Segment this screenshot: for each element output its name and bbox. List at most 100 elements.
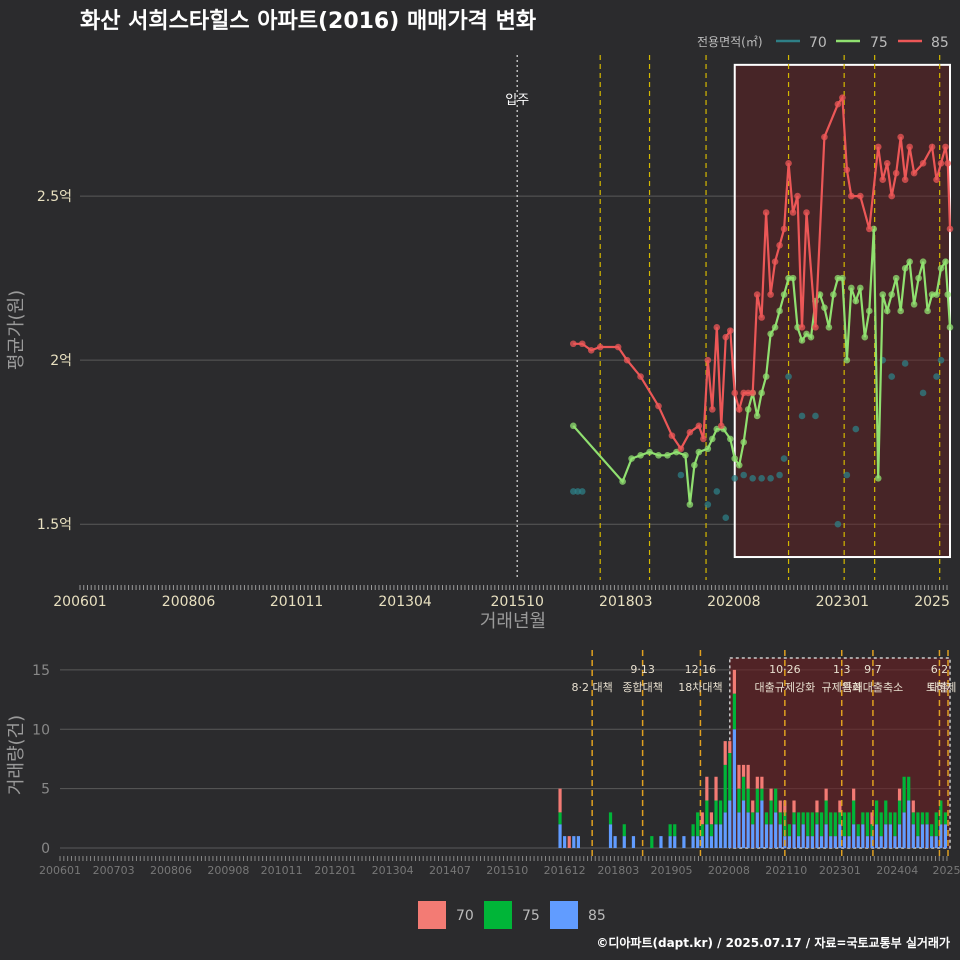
bar-75 — [815, 812, 819, 825]
bar-75 — [943, 812, 948, 825]
bar-75 — [778, 812, 782, 825]
data-point-75 — [879, 291, 887, 298]
data-point-75 — [637, 452, 644, 459]
policy-date: 6·2 — [931, 663, 949, 676]
bar-70 — [567, 836, 571, 848]
data-point-75 — [753, 412, 761, 420]
bar-85 — [893, 836, 897, 848]
data-point-70 — [937, 356, 945, 364]
data-point-85 — [888, 192, 896, 200]
data-point-75 — [655, 452, 662, 459]
bar-70 — [897, 788, 902, 801]
bar-70 — [769, 788, 773, 801]
top-y-axis-label: 평균가(원) — [6, 290, 27, 370]
data-point-70 — [843, 471, 851, 479]
x-tick-label: 200806 — [162, 594, 216, 610]
bar-85 — [930, 836, 934, 848]
bar-75 — [925, 812, 929, 825]
data-point-70 — [767, 474, 774, 482]
data-point-85 — [812, 324, 819, 331]
data-point-85 — [919, 159, 927, 167]
y-tick-label: 15 — [32, 663, 50, 679]
data-point-75 — [731, 455, 739, 462]
data-point-75 — [704, 445, 712, 453]
data-point-85 — [821, 133, 828, 141]
data-point-70 — [780, 455, 788, 462]
data-point-85 — [704, 356, 712, 364]
data-point-70 — [749, 474, 756, 482]
data-point-75 — [709, 435, 716, 443]
bar-70 — [870, 812, 874, 825]
policy-label: 토허제 해 — [926, 680, 960, 694]
bar-70 — [824, 788, 828, 801]
bar-75 — [650, 836, 654, 848]
bar-85 — [558, 824, 562, 848]
bar-75 — [824, 800, 828, 825]
bar-70 — [783, 800, 787, 813]
data-point-85 — [587, 347, 595, 354]
data-point-85 — [857, 192, 864, 200]
data-point-75 — [664, 452, 671, 459]
data-point-85 — [614, 343, 622, 351]
data-point-85 — [843, 166, 851, 174]
data-point-75 — [771, 324, 779, 331]
bar-85 — [856, 836, 860, 848]
data-point-75 — [897, 307, 904, 315]
bar-75 — [696, 812, 700, 837]
x-tick-label: 201612 — [544, 864, 586, 877]
bar-85 — [576, 836, 581, 848]
bar-85 — [897, 824, 902, 848]
x-tick-label: 201304 — [372, 864, 414, 877]
data-point-85 — [623, 356, 631, 364]
data-point-75 — [906, 258, 913, 266]
data-point-75 — [695, 448, 703, 456]
data-point-85 — [569, 340, 577, 348]
bar-85 — [939, 824, 943, 848]
bottom-y-axis-label: 거래량(건) — [6, 715, 27, 795]
bar-75 — [755, 788, 759, 813]
bar-75 — [608, 812, 613, 825]
data-point-85 — [944, 159, 952, 167]
bar-85 — [709, 836, 714, 848]
bottom-legend-label-70: 70 — [456, 908, 474, 924]
bar-75 — [714, 800, 718, 825]
data-point-85 — [735, 406, 743, 413]
bottom-legend: 70 75 85 — [418, 901, 606, 929]
x-tick-label: 201011 — [261, 864, 303, 877]
data-point-75 — [767, 330, 774, 338]
bar-85 — [810, 836, 814, 848]
x-tick-label: 201510 — [486, 864, 528, 877]
bar-85 — [838, 824, 842, 848]
top-legend-label-85: 85 — [931, 35, 949, 51]
bar-75 — [673, 824, 677, 837]
data-point-85 — [709, 406, 716, 413]
data-point-75 — [919, 258, 927, 266]
bar-70 — [558, 788, 562, 813]
bottom-legend-label-85: 85 — [588, 908, 606, 924]
data-point-75 — [735, 461, 743, 469]
data-point-85 — [874, 143, 882, 151]
bar-85 — [801, 824, 805, 848]
bar-85 — [719, 824, 723, 848]
policy-date: 10·26 — [769, 663, 801, 676]
bar-75 — [934, 812, 938, 837]
data-point-75 — [888, 291, 896, 298]
x-tick-label: 201510 — [491, 594, 544, 610]
bar-75 — [829, 812, 833, 837]
bar-75 — [879, 812, 883, 837]
x-tick-label: 200703 — [93, 864, 135, 877]
bar-75 — [806, 812, 810, 837]
bar-75 — [884, 800, 888, 825]
x-tick-label: 2025 — [914, 594, 950, 610]
bar-75 — [751, 812, 755, 825]
bar-75 — [746, 788, 750, 813]
policy-label: 종합대책 — [622, 681, 662, 694]
data-point-75 — [569, 422, 577, 430]
data-point-70 — [758, 474, 765, 482]
x-tick-label: 201803 — [599, 594, 652, 610]
bar-70 — [700, 812, 704, 825]
data-point-85 — [695, 422, 703, 430]
bar-75 — [930, 824, 934, 837]
bar-70 — [741, 764, 746, 777]
